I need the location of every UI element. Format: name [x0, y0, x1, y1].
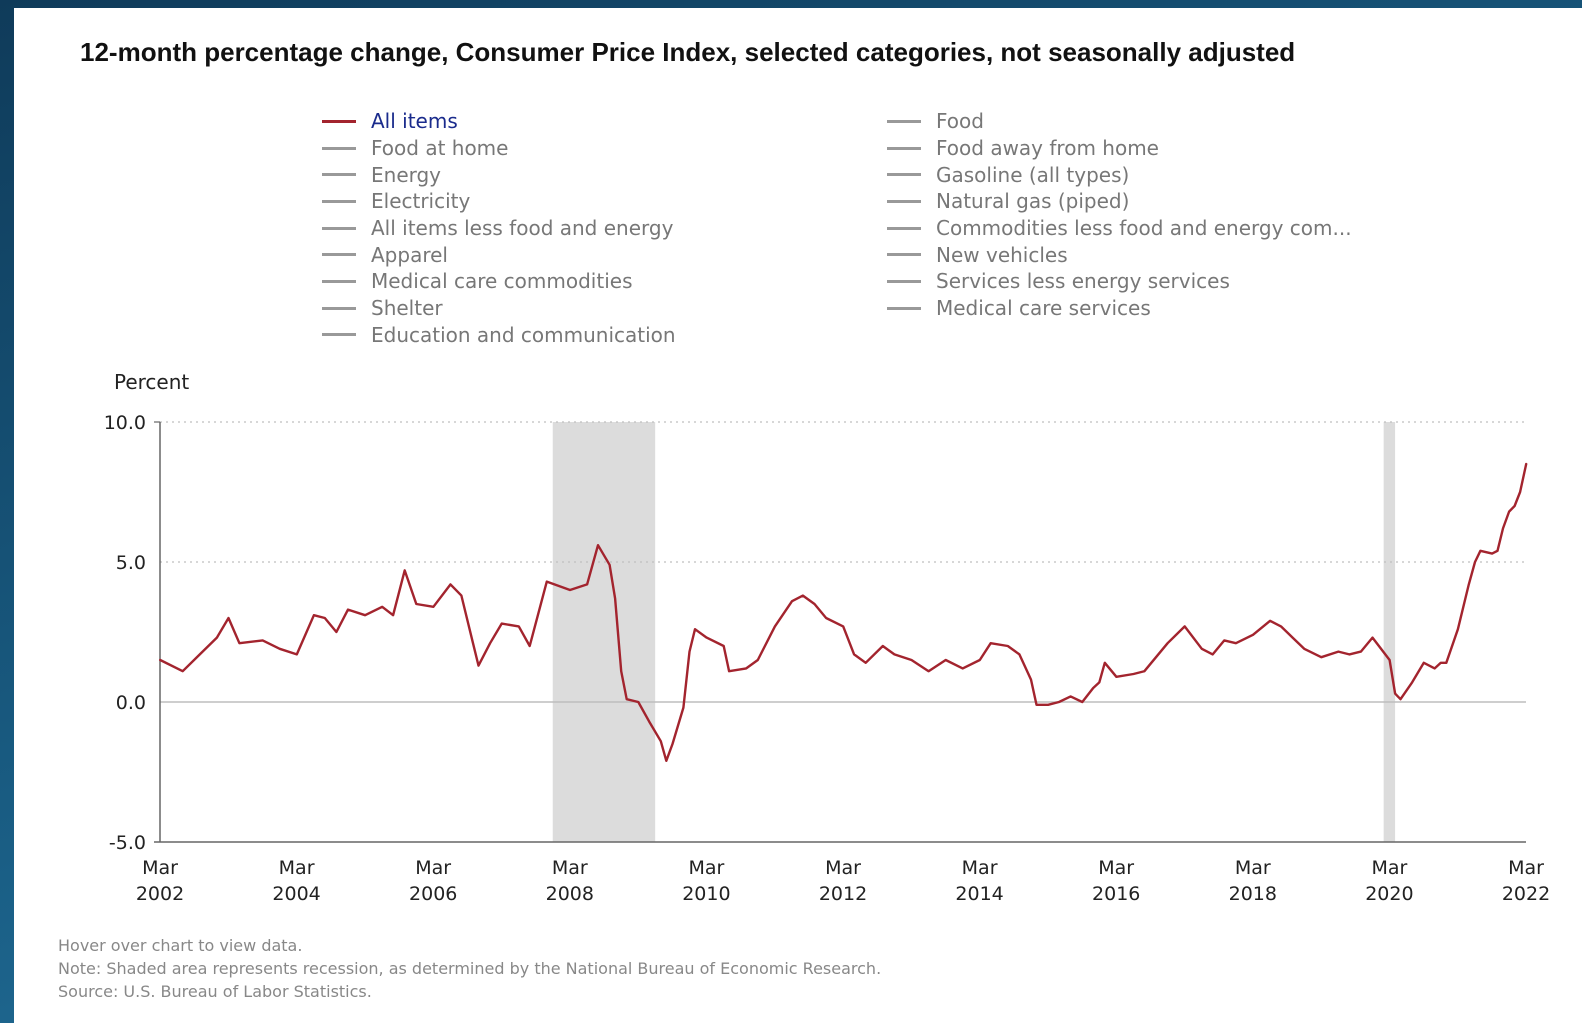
x-tick-month-8: Mar	[1235, 857, 1271, 879]
legend-swatch	[887, 279, 921, 283]
y-tick-label-0: 10.0	[104, 412, 146, 434]
legend-label: Electricity	[371, 189, 471, 214]
legend-swatch	[322, 226, 356, 230]
legend-swatch	[322, 146, 356, 150]
x-tick-month-6: Mar	[962, 857, 998, 879]
legend-label: Gasoline (all types)	[936, 162, 1130, 187]
legend-item-right-0[interactable]: Food	[887, 108, 1352, 135]
x-tick-year-7: 2016	[1092, 883, 1140, 905]
chart-panel: 12-month percentage change, Consumer Pri…	[14, 8, 1582, 1023]
x-tick-month-0: Mar	[142, 857, 178, 879]
legend-swatch	[322, 199, 356, 203]
legend-label: Education and communication	[371, 322, 676, 347]
legend-swatch	[887, 306, 921, 310]
recession-shade-0	[552, 422, 656, 842]
chart-title: 12-month percentage change, Consumer Pri…	[80, 37, 1296, 67]
x-tick-month-7: Mar	[1098, 857, 1134, 879]
x-tick-year-8: 2018	[1229, 883, 1277, 905]
source-note: Source: U.S. Bureau of Labor Statistics.	[58, 982, 372, 1001]
x-tick-month-3: Mar	[552, 857, 588, 879]
legend-swatch	[887, 226, 921, 230]
legend-label: Natural gas (piped)	[936, 189, 1130, 214]
legend-swatch	[322, 119, 356, 123]
legend-label: Shelter	[371, 296, 443, 321]
x-tick-year-3: 2008	[546, 883, 594, 905]
footnotes: Hover over chart to view data. Note: Sha…	[58, 934, 881, 1003]
legend-item-right-6[interactable]: Services less energy services	[887, 268, 1352, 295]
series-line-all-items[interactable]	[159, 462, 1528, 762]
legend-item-left-3[interactable]: Electricity	[322, 188, 676, 215]
legend-swatch	[887, 146, 921, 150]
y-axis-label: Percent	[114, 370, 190, 394]
legend-swatch	[887, 199, 921, 203]
legend-label: New vehicles	[936, 242, 1068, 267]
legend-swatch	[887, 173, 921, 177]
y-tick-label-1: 5.0	[116, 552, 146, 574]
legend-item-right-1[interactable]: Food away from home	[887, 135, 1352, 162]
y-tick-label-2: 0.0	[116, 692, 146, 714]
x-tick-year-5: 2012	[819, 883, 867, 905]
legend-swatch	[322, 279, 356, 283]
x-tick-month-4: Mar	[688, 857, 724, 879]
legend-item-left-2[interactable]: Energy	[322, 161, 676, 188]
legend-swatch	[887, 253, 921, 257]
legend-item-left-1[interactable]: Food at home	[322, 135, 676, 162]
legend-right-column: Food Food away from home Gasoline (all typ…	[887, 108, 1352, 322]
x-tick-year-10: 2022	[1502, 883, 1550, 905]
x-tick-year-6: 2014	[955, 883, 1003, 905]
legend-item-left-0[interactable]: All items	[322, 108, 676, 135]
x-tick-year-9: 2020	[1365, 883, 1413, 905]
legend-left-column: All items Food at home Energy Electricity Al…	[322, 108, 676, 348]
x-tick-year-4: 2010	[682, 883, 730, 905]
legend-swatch	[887, 119, 921, 123]
legend-item-right-7[interactable]: Medical care services	[887, 295, 1352, 322]
x-tick-month-10: Mar	[1508, 857, 1544, 879]
legend-swatch	[322, 173, 356, 177]
x-tick-year-2: 2006	[409, 883, 457, 905]
legend-label: Food	[936, 109, 984, 134]
legend-label: Commodities less food and energy com...	[936, 216, 1352, 241]
legend-label: Medical care services	[936, 296, 1151, 321]
hover-hint: Hover over chart to view data.	[58, 936, 303, 955]
x-tick-month-9: Mar	[1371, 857, 1407, 879]
legend-label: Services less energy services	[936, 269, 1230, 294]
x-tick-month-1: Mar	[279, 857, 315, 879]
legend-item-left-4[interactable]: All items less food and energy	[322, 215, 676, 242]
legend-label: All items less food and energy	[371, 216, 674, 241]
legend-item-right-2[interactable]: Gasoline (all types)	[887, 161, 1352, 188]
x-tick-year-0: 2002	[136, 883, 184, 905]
recession-shade-1	[1383, 422, 1396, 842]
x-tick-month-2: Mar	[415, 857, 451, 879]
legend-label: Food at home	[371, 136, 509, 161]
y-tick-label-3: -5.0	[109, 832, 146, 854]
cpi-line-chart[interactable]: 10.0 5.0 0.0 -5.0 Mar 2002 Mar 2004 Mar 2006 Mar 20…	[14, 8, 1582, 908]
legend-item-left-6[interactable]: Medical care commodities	[322, 268, 676, 295]
legend-item-right-4[interactable]: Commodities less food and energy com...	[887, 215, 1352, 242]
legend-item-left-8[interactable]: Education and communication	[322, 322, 676, 349]
legend-label: All items	[371, 109, 458, 134]
legend-item-left-5[interactable]: Apparel	[322, 241, 676, 268]
legend-label: Apparel	[371, 242, 448, 267]
legend-swatch	[322, 306, 356, 310]
legend-label: Energy	[371, 162, 442, 187]
legend-label: Medical care commodities	[371, 269, 633, 294]
legend-item-left-7[interactable]: Shelter	[322, 295, 676, 322]
legend-swatch	[322, 253, 356, 257]
legend-label: Food away from home	[936, 136, 1159, 161]
legend-item-right-3[interactable]: Natural gas (piped)	[887, 188, 1352, 215]
recession-note: Note: Shaded area represents recession, …	[58, 959, 882, 978]
legend-swatch	[322, 333, 356, 337]
x-tick-year-1: 2004	[272, 883, 320, 905]
legend-item-right-5[interactable]: New vehicles	[887, 241, 1352, 268]
x-tick-month-5: Mar	[825, 857, 861, 879]
